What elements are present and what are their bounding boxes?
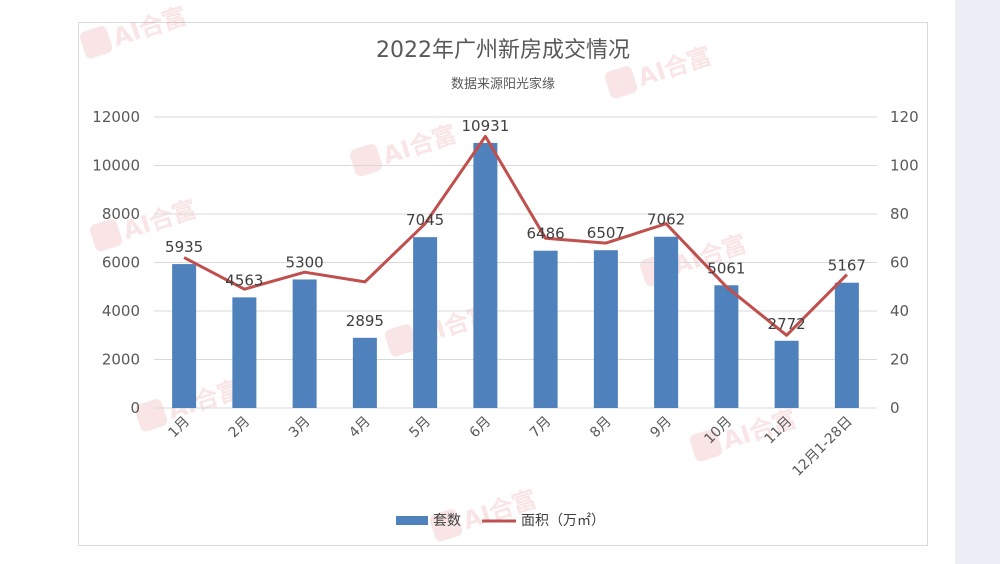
bar (533, 250, 558, 408)
bar-data-label: 7045 (406, 211, 444, 229)
legend-label-bars: 套数 (433, 513, 461, 529)
x-tick-label: 8月 (587, 414, 615, 442)
x-tick-label: 9月 (647, 414, 675, 442)
x-tick-label: 11月 (762, 414, 796, 448)
area-line (183, 134, 848, 337)
y-left-tick-label: 10000 (92, 157, 140, 175)
y-right-tick-label: 80 (890, 205, 909, 223)
bar-data-label: 7062 (647, 211, 685, 229)
bars-series (172, 142, 859, 408)
y-right-tick-label: 40 (890, 302, 909, 320)
data-labels: 5935 4563 5300 2895 7045 10931 6486 6507 7062 506… (165, 117, 866, 333)
bar-data-label: 10931 (462, 117, 510, 135)
bar (473, 142, 498, 408)
x-tick-label: 12月1-28日 (790, 414, 856, 480)
bar-data-label: 5935 (165, 238, 203, 256)
y-left-tick-label: 2000 (102, 351, 140, 369)
bar-data-label: 5300 (286, 253, 324, 271)
bar (352, 337, 377, 408)
y-right-tick-label: 0 (890, 399, 900, 417)
y-left-tick-label: 6000 (102, 254, 140, 272)
bar-data-label: 2772 (768, 315, 806, 333)
x-tick-label: 1月 (165, 414, 193, 442)
y-left-tick-label: 8000 (102, 205, 140, 223)
x-tick-label: 7月 (527, 414, 555, 442)
legend-swatch-bars (396, 516, 428, 525)
bar (593, 250, 618, 408)
y-right-tick-label: 20 (890, 351, 909, 369)
y-axis-left: 0 2000 4000 6000 8000 10000 12000 (92, 108, 140, 417)
bar-data-label: 6486 (527, 225, 565, 243)
bar (774, 340, 799, 408)
chart-card (78, 22, 928, 546)
bar (172, 264, 197, 408)
y-right-tick-label: 100 (890, 157, 919, 175)
bar (292, 279, 317, 408)
bar (834, 282, 859, 408)
x-tick-label: 6月 (467, 414, 495, 442)
chart-subtitle: 数据来源阳光家缘 (451, 76, 555, 92)
bar-data-label: 4563 (225, 271, 263, 289)
bar-data-label: 2895 (346, 312, 384, 330)
y-left-tick-label: 12000 (92, 108, 140, 126)
legend-label-line: 面积（万㎡） (521, 513, 605, 529)
bar (654, 236, 679, 408)
legend: 套数 面积（万㎡） (396, 513, 605, 529)
y-right-tick-label: 60 (890, 254, 909, 272)
x-tick-label: 5月 (406, 414, 434, 442)
x-tick-label: 3月 (286, 414, 314, 442)
y-left-tick-label: 0 (130, 399, 140, 417)
y-right-tick-label: 120 (890, 108, 919, 126)
gridlines (154, 116, 877, 409)
x-tick-label: 4月 (346, 414, 374, 442)
chart-title: 2022年广州新房成交情况 (376, 38, 630, 63)
bar-data-label: 5167 (828, 257, 866, 275)
x-tick-label: 10月 (701, 414, 735, 448)
y-left-tick-label: 4000 (102, 302, 140, 320)
bar-data-label: 5061 (707, 259, 745, 277)
y-axis-right: 0 20 40 60 80 100 120 (890, 108, 919, 417)
line-series (183, 134, 848, 337)
x-tick-label: 2月 (226, 414, 254, 442)
bar-data-label: 6507 (587, 224, 625, 242)
bar (232, 297, 257, 408)
bar (714, 285, 739, 408)
bar (413, 237, 438, 408)
